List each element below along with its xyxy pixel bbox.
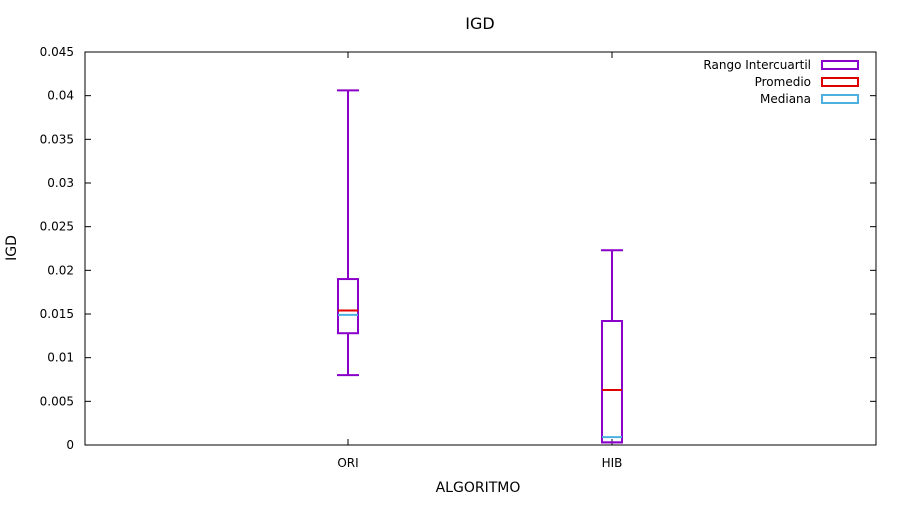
y-tick-label: 0.005 — [40, 394, 74, 408]
x-tick-label-ori: ORI — [337, 456, 358, 470]
y-tick-label: 0.04 — [47, 89, 74, 103]
y-tick-label: 0.02 — [47, 263, 74, 277]
y-tick-label: 0 — [66, 438, 74, 452]
y-tick-label: 0.015 — [40, 307, 74, 321]
y-tick-label: 0.01 — [47, 351, 74, 365]
y-tick-label: 0.045 — [40, 45, 74, 59]
x-tick-label-hib: HIB — [602, 456, 623, 470]
legend-label: Mediana — [760, 92, 811, 106]
box-hib — [601, 249, 623, 444]
y-tick-label: 0.03 — [47, 176, 74, 190]
box-ori — [337, 89, 359, 377]
x-axis-label: ALGORITMO — [436, 480, 521, 496]
y-axis-label: IGD — [4, 235, 20, 261]
legend-swatch — [821, 94, 859, 104]
legend-label: Rango Intercuartil — [703, 58, 811, 72]
chart-title: IGD — [465, 14, 494, 33]
box-series — [337, 89, 623, 444]
legend: Rango Intercuartil Promedio Mediana — [703, 58, 859, 106]
interquartile-box — [601, 319, 623, 444]
y-axis: 0 0.005 0.01 0.015 0.02 0.025 0.03 0.035 0.04 0.0… — [40, 45, 876, 452]
y-tick-label: 0.035 — [40, 132, 74, 146]
interquartile-box — [337, 278, 359, 335]
y-tick-label: 0.025 — [40, 220, 74, 234]
legend-label: Promedio — [755, 75, 811, 89]
legend-swatch — [821, 77, 859, 87]
x-axis: ORI HIB — [337, 52, 622, 470]
plot-area-frame — [84, 51, 877, 446]
legend-swatch — [821, 60, 859, 70]
